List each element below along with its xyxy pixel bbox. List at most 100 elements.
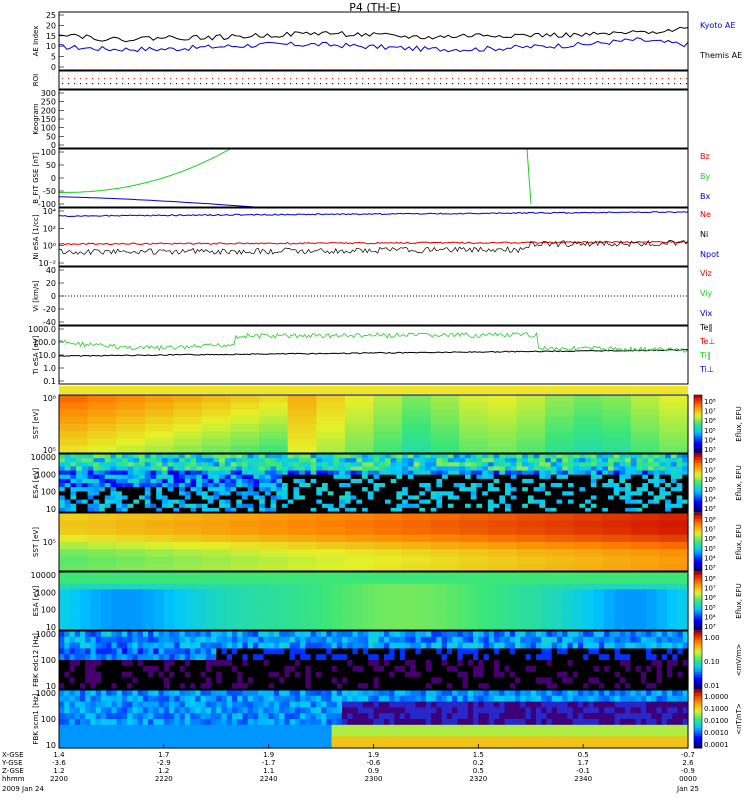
heatmap-cell bbox=[211, 683, 217, 690]
heatmap-cell bbox=[598, 683, 605, 690]
heatmap-cell bbox=[310, 487, 317, 492]
heatmap-cell bbox=[263, 736, 270, 743]
heatmap-cell bbox=[415, 701, 422, 708]
heatmap-cell bbox=[551, 577, 563, 585]
heatmap-cell bbox=[488, 695, 495, 703]
heatmap-cell bbox=[226, 583, 238, 590]
heatmap-cell bbox=[287, 454, 295, 459]
heatmap-cell bbox=[609, 631, 616, 638]
heatmap-cell bbox=[573, 454, 580, 459]
heatmap-cell bbox=[415, 577, 427, 585]
heatmap-cell bbox=[258, 719, 265, 726]
heatmap-cell bbox=[273, 631, 280, 638]
heatmap-cell bbox=[144, 495, 152, 501]
heatmap-cell bbox=[583, 648, 590, 655]
heatmap-cell bbox=[389, 690, 396, 697]
heatmap-cell bbox=[436, 742, 443, 749]
legend-viy: Viy bbox=[700, 289, 713, 298]
roi-dot bbox=[308, 78, 310, 80]
roi-dot bbox=[500, 78, 502, 80]
legend-ni: Ni bbox=[700, 230, 708, 239]
strip-bg bbox=[59, 386, 688, 394]
heatmap-cell bbox=[363, 589, 375, 596]
heatmap-cell bbox=[352, 736, 359, 743]
heatmap-cell bbox=[200, 671, 207, 678]
heatmap-cell bbox=[494, 660, 500, 667]
heatmap-cell bbox=[499, 701, 506, 708]
roi-dot bbox=[656, 83, 658, 85]
heatmap-cell bbox=[331, 671, 338, 678]
heatmap-cell bbox=[550, 507, 558, 513]
heatmap-cell bbox=[482, 454, 489, 459]
heatmap-cell bbox=[396, 491, 403, 497]
heatmap-cell bbox=[287, 507, 295, 513]
heatmap-cell bbox=[237, 719, 244, 726]
heatmap-cell bbox=[378, 730, 385, 737]
heatmap-cell bbox=[533, 462, 540, 468]
roi-dot bbox=[320, 83, 322, 85]
heatmap-cell bbox=[213, 495, 220, 501]
ylabel-esa-e: ESA [eV] bbox=[32, 467, 40, 498]
heatmap-cell bbox=[310, 618, 322, 625]
heatmap-cell bbox=[59, 445, 89, 454]
heatmap-cell bbox=[441, 701, 448, 708]
heatmap-cell bbox=[344, 520, 375, 529]
heatmap-cell bbox=[436, 648, 443, 655]
heatmap-cell bbox=[205, 707, 212, 714]
heatmap-cell bbox=[241, 470, 249, 476]
heatmap-cell bbox=[541, 671, 548, 678]
heatmap-cell bbox=[299, 491, 306, 497]
heatmap-cell bbox=[69, 583, 81, 590]
heatmap-cell bbox=[525, 642, 532, 649]
heatmap-cell bbox=[326, 631, 333, 638]
heatmap-cell bbox=[116, 701, 123, 708]
npot-series bbox=[59, 211, 689, 218]
heatmap-cell bbox=[242, 736, 249, 743]
heatmap-cell bbox=[195, 642, 202, 649]
heatmap-cell bbox=[459, 527, 489, 536]
heatmap-cell bbox=[550, 474, 558, 480]
heatmap-cell bbox=[607, 478, 615, 484]
heatmap-cell bbox=[150, 474, 157, 480]
heatmap-cell bbox=[201, 503, 209, 509]
heatmap-cell bbox=[216, 595, 228, 602]
roi-dot bbox=[140, 83, 142, 85]
heatmap-cell bbox=[132, 595, 144, 602]
heatmap-cell bbox=[516, 402, 546, 411]
heatmap-cell bbox=[144, 478, 152, 484]
heatmap-cell bbox=[300, 612, 312, 619]
heatmap-cell bbox=[216, 730, 223, 737]
heatmap-cell bbox=[321, 724, 327, 732]
heatmap-cell bbox=[520, 636, 527, 644]
heatmap-cell bbox=[625, 648, 631, 655]
heatmap-cell bbox=[148, 636, 154, 644]
heatmap-cell bbox=[216, 690, 223, 697]
heatmap-cell bbox=[635, 683, 642, 690]
heatmap-cell bbox=[520, 660, 527, 667]
heatmap-cell bbox=[169, 736, 175, 743]
heatmap-cell bbox=[407, 483, 415, 488]
heatmap-cell bbox=[273, 671, 280, 678]
heatmap-cell bbox=[467, 612, 479, 619]
heatmap-cell bbox=[562, 665, 569, 673]
heatmap-cell bbox=[195, 671, 202, 678]
heatmap-cell bbox=[482, 495, 489, 501]
heatmap-cell bbox=[270, 491, 277, 497]
heatmap-cell bbox=[163, 642, 170, 649]
heatmap-cell bbox=[452, 695, 458, 703]
heatmap-cell bbox=[378, 636, 385, 644]
heatmap-cell bbox=[352, 707, 359, 714]
heatmap-cell bbox=[630, 563, 661, 572]
heatmap-cell bbox=[111, 618, 123, 625]
heatmap-cell bbox=[322, 458, 329, 463]
heatmap-cell bbox=[279, 624, 291, 631]
heatmap-cell bbox=[70, 462, 77, 468]
heatmap-cell bbox=[299, 458, 306, 463]
heatmap-cell bbox=[499, 724, 506, 732]
heatmap-cell bbox=[399, 730, 406, 737]
heatmap-cell bbox=[593, 624, 605, 631]
heatmap-cell bbox=[173, 474, 180, 480]
heatmap-cell bbox=[473, 713, 479, 720]
heatmap-cell bbox=[201, 470, 209, 476]
heatmap-cell bbox=[224, 478, 232, 484]
